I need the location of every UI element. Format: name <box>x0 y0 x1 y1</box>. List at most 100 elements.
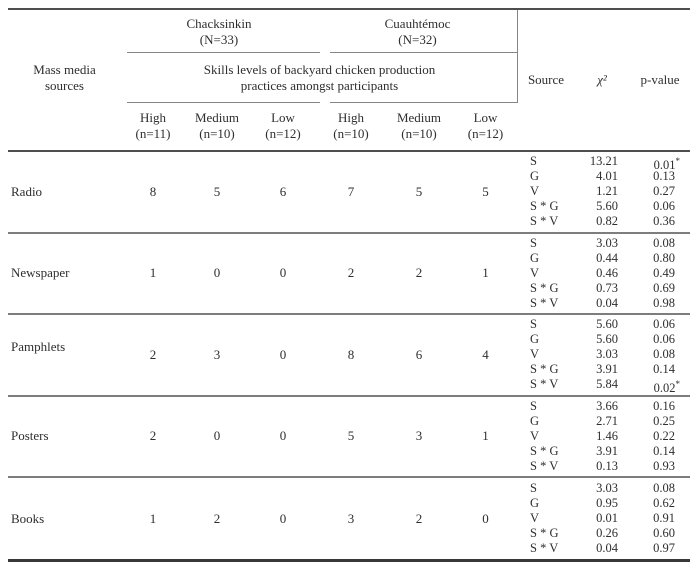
span-header-underline-rule-left <box>127 102 320 103</box>
row-label: Posters <box>11 428 49 444</box>
chi-square-cell: 3.91 <box>596 443 618 458</box>
row-header-mass-media-sources: Mass media sources <box>8 62 121 94</box>
skill-count-cell: 8 <box>149 183 157 199</box>
group-name: Cuauhtémoc <box>384 16 451 31</box>
skill-count-cell: 5 <box>415 183 423 199</box>
skill-count-cell: 1 <box>482 428 489 444</box>
p-value-cell: 0.25 <box>653 413 675 428</box>
chi-square-cell: 0.26 <box>596 526 618 541</box>
row-label: Pamphlets <box>11 338 66 354</box>
source-cell: G <box>530 169 540 184</box>
source-cell: G <box>530 496 540 511</box>
group-header-chacksinkin: Chacksinkin (N=33) <box>121 16 317 48</box>
skill-count-cell: 5 <box>347 428 355 444</box>
p-value-cell: 0.98 <box>653 295 675 310</box>
skill-count-cell: 2 <box>415 265 423 281</box>
chi-square-cell: 3.66 <box>596 398 618 413</box>
chi-square-cell: 0.13 <box>596 458 618 473</box>
p-value-cell: 0.93 <box>653 458 675 473</box>
significance-star: * <box>675 379 681 390</box>
chi-square-cell: 0.01 <box>596 511 618 526</box>
source-cell: S <box>530 398 537 413</box>
table-bottom-rule <box>8 559 690 562</box>
skill-level-label: High <box>140 110 166 125</box>
source-cell: S * G <box>530 199 559 214</box>
source-cell: V <box>530 184 540 199</box>
source-cell: S * V <box>530 377 559 392</box>
source-cell: S * G <box>530 526 559 541</box>
chi-square-column-header: χ² <box>597 72 607 87</box>
p-value-cell: 0.06 <box>653 317 675 332</box>
chi-square-cell: 0.82 <box>596 214 618 229</box>
source-cell: S * G <box>530 443 559 458</box>
skill-count-cell: 8 <box>347 346 355 362</box>
subsample-n-label: (n=10) <box>401 126 437 141</box>
subsample-n-label: (n=10) <box>199 126 235 141</box>
skill-count-cell: 0 <box>213 428 221 444</box>
p-value-cell: 0.49 <box>653 265 675 280</box>
chi-square-cell: 2.71 <box>596 413 618 428</box>
group2-underline-rule <box>330 52 518 53</box>
spanning-header-line2: practices amongst participants <box>240 78 399 93</box>
source-cell: V <box>530 428 540 443</box>
chi-square-cell: 1.46 <box>596 428 618 443</box>
skill-count-cell: 1 <box>149 265 157 281</box>
chi-square-cell: 0.04 <box>596 541 618 556</box>
source-cell: S * V <box>530 295 559 310</box>
source-cell: S * V <box>530 458 559 473</box>
row-header-line2: sources <box>45 78 84 93</box>
group1-underline-rule <box>127 52 320 53</box>
table-top-rule <box>8 8 690 10</box>
skill-count-cell: 2 <box>149 346 157 362</box>
subcolumn-header-medium-2: Medium (n=10) <box>385 110 453 142</box>
subsample-n-label: (n=11) <box>135 126 171 141</box>
subcolumn-header-high-2: High (n=10) <box>317 110 385 142</box>
p-value-cell: 0.80 <box>653 250 675 265</box>
row-label: Books <box>11 510 45 526</box>
subcolumn-header-low-1: Low (n=12) <box>249 110 317 142</box>
subcolumn-header-medium-1: Medium (n=10) <box>185 110 249 142</box>
spanning-header-skills-levels: Skills levels of backyard chicken produc… <box>121 62 518 94</box>
group-header-cuauhtemoc: Cuauhtémoc (N=32) <box>317 16 518 48</box>
source-cell: G <box>530 413 540 428</box>
skill-count-cell: 3 <box>347 510 355 526</box>
skill-level-label: High <box>338 110 364 125</box>
skill-level-label: Low <box>473 110 498 125</box>
skill-count-cell: 0 <box>279 510 287 526</box>
skill-level-label: Medium <box>396 110 442 125</box>
subsample-n-label: (n=12) <box>467 126 504 141</box>
source-cell: V <box>530 347 540 362</box>
p-value-cell: 0.01* <box>653 156 680 173</box>
skill-level-label: Low <box>271 110 295 125</box>
row-header-line1: Mass media <box>33 62 96 77</box>
group-n-label: (N=33) <box>199 32 239 47</box>
p-value-cell: 0.13 <box>653 169 675 184</box>
p-value-cell: 0.62 <box>653 496 675 511</box>
p-value-column: 0.08 0.80 0.49 0.69 0.98 <box>630 234 690 314</box>
p-value-column-header: p-value <box>640 72 680 87</box>
group-name: Chacksinkin <box>186 16 252 31</box>
row-label: Newspaper <box>11 265 70 281</box>
skill-count-cell: 1 <box>482 265 489 281</box>
chi-square-cell: 5.60 <box>596 332 618 347</box>
p-value-cell: 0.14 <box>653 362 675 377</box>
p-value-cell: 0.02* <box>653 379 681 396</box>
skill-count-cell: 6 <box>415 346 423 362</box>
header-bottom-rule <box>8 150 690 152</box>
subcolumn-header-low-2: Low (n=12) <box>453 110 518 142</box>
chi-square-cell: 1.21 <box>596 184 618 199</box>
row-label: Radio <box>11 183 43 199</box>
p-value-cell: 0.60 <box>653 526 675 541</box>
p-value-cell: 0.27 <box>653 184 675 199</box>
source-cell: S * G <box>530 280 559 295</box>
header-vertical-divider <box>517 10 518 102</box>
skill-count-cell: 3 <box>213 346 221 362</box>
source-cell: S * V <box>530 214 559 229</box>
skill-count-cell: 5 <box>213 183 221 199</box>
chi-square-cell: 0.95 <box>596 496 618 511</box>
source-cell: S <box>530 154 537 169</box>
